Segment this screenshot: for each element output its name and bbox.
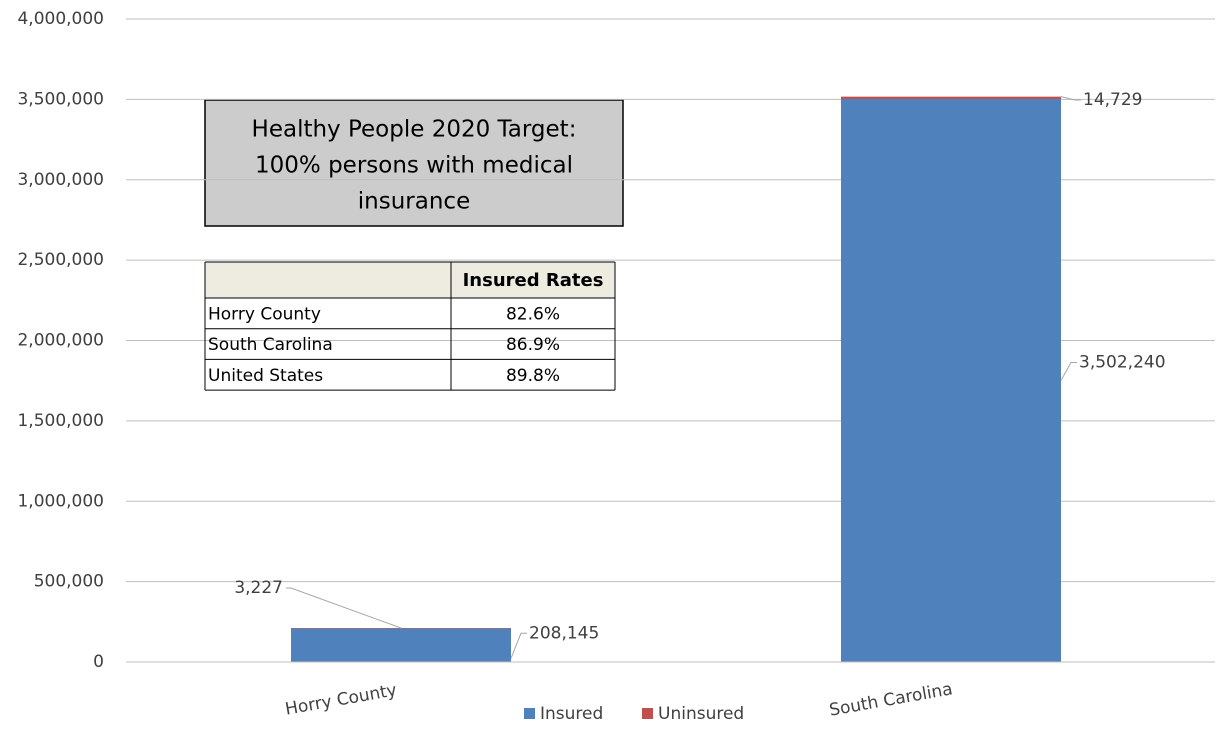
- bar-segment: [291, 628, 511, 629]
- y-tick-label: 500,000: [34, 572, 104, 592]
- table-cell: 82.6%: [506, 304, 560, 324]
- data-label: 3,227: [234, 578, 283, 598]
- leader-line: [1060, 96, 1081, 101]
- table-cell: Horry County: [208, 304, 321, 324]
- bar-segment: [841, 96, 1061, 100]
- y-tick-label: 0: [93, 652, 104, 672]
- leader-line: [1060, 362, 1077, 381]
- data-label: 208,145: [529, 623, 599, 643]
- y-tick-label: 2,000,000: [17, 331, 104, 351]
- bar-segment: [841, 99, 1061, 663]
- table-header-bg: [205, 262, 615, 298]
- bar-segment: [291, 628, 511, 662]
- table-cell: United States: [208, 366, 323, 386]
- y-tick-label: 1,000,000: [17, 491, 104, 511]
- y-tick-label: 3,500,000: [17, 89, 104, 109]
- leader-line: [510, 632, 527, 659]
- table-cell: South Carolina: [208, 335, 333, 355]
- data-label: 14,729: [1083, 90, 1142, 110]
- table-cell: 86.9%: [506, 335, 560, 355]
- table-cell: 89.8%: [506, 366, 560, 386]
- leader-line: [286, 587, 402, 629]
- legend-swatch: [524, 708, 535, 719]
- y-tick-label: 2,500,000: [17, 250, 104, 270]
- annotation-text: insurance: [358, 189, 470, 215]
- annotation-box: [204, 99, 624, 227]
- annotation-text: 100% persons with medical: [255, 153, 573, 179]
- data-label: 3,502,240: [1079, 353, 1166, 373]
- y-tick-label: 3,000,000: [17, 170, 104, 190]
- legend-label: Uninsured: [658, 704, 744, 724]
- table-header: Insured Rates: [463, 270, 604, 291]
- y-tick-label: 1,500,000: [17, 411, 104, 431]
- annotation-text: Healthy People 2020 Target:: [252, 117, 577, 143]
- x-tick-label: South Carolina: [828, 679, 954, 720]
- y-tick-label: 4,000,000: [17, 9, 104, 29]
- x-tick-label: Horry County: [284, 680, 399, 719]
- legend-swatch: [642, 708, 653, 719]
- legend-label: Insured: [540, 704, 603, 724]
